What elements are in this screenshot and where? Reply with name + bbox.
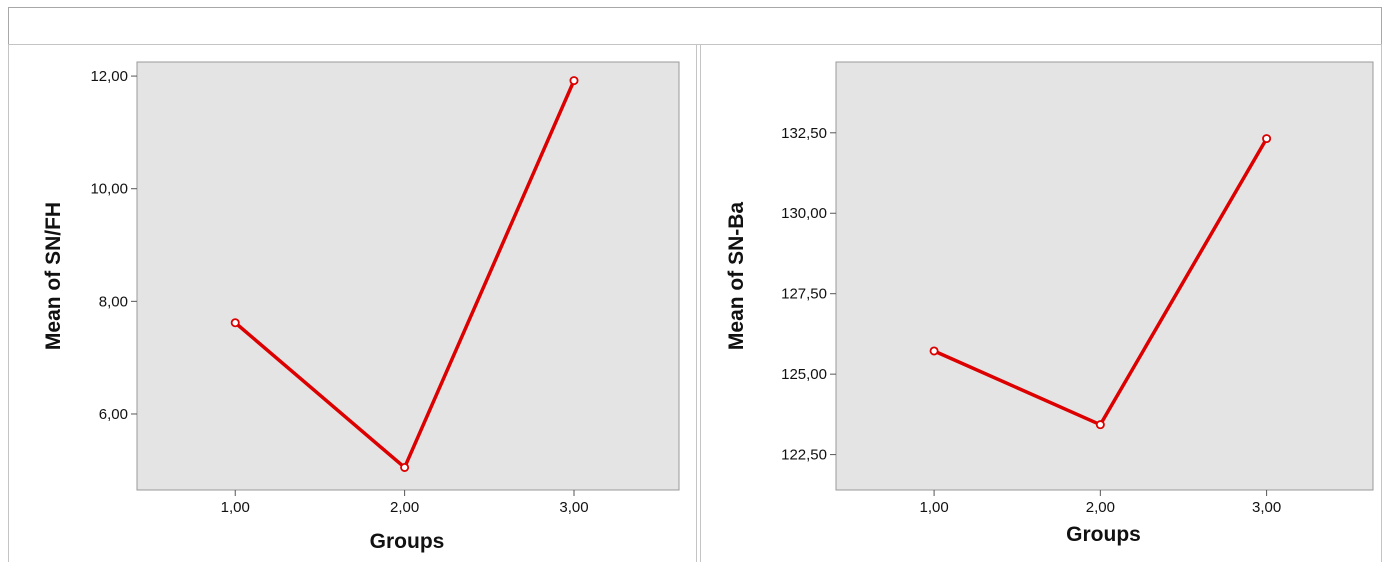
chart-sn-ba: 122,50 125,00 127,50 130,00 132,50 1,00 2,00 3,… bbox=[725, 61, 1374, 546]
x-tick-label: 3,00 bbox=[559, 499, 588, 516]
panel-right-border bbox=[700, 44, 1382, 562]
y-tick-label: 127,50 bbox=[781, 286, 827, 303]
plot-area bbox=[136, 61, 680, 491]
y-tick-label: 8,00 bbox=[99, 293, 128, 310]
y-axis-label: Mean of SN-Ba bbox=[725, 202, 748, 351]
y-tick-label: 12,00 bbox=[90, 68, 128, 85]
data-point bbox=[1095, 420, 1105, 430]
chart-sn-fh: 6,00 8,00 10,00 12,00 1,00 2,00 3,00 Groups Mean… bbox=[42, 61, 680, 553]
x-tick-label: 3,00 bbox=[1252, 499, 1281, 516]
x-tick-label: 1,00 bbox=[221, 499, 250, 516]
data-point bbox=[1262, 134, 1272, 144]
x-axis-label: Groups bbox=[370, 530, 445, 553]
y-tick-label: 132,50 bbox=[781, 125, 827, 142]
data-point bbox=[400, 462, 410, 472]
y-axis-label: Mean of SN/FH bbox=[42, 202, 65, 350]
x-tick-label: 2,00 bbox=[1086, 499, 1115, 516]
y-tick-label: 6,00 bbox=[99, 406, 128, 423]
x-tick-label: 1,00 bbox=[919, 499, 948, 516]
panel-left-border bbox=[8, 44, 697, 562]
data-point bbox=[929, 346, 939, 356]
y-tick-label: 10,00 bbox=[90, 181, 128, 198]
x-axis-label: Groups bbox=[1066, 523, 1141, 546]
data-point bbox=[569, 76, 579, 86]
y-tick-label: 130,00 bbox=[781, 205, 827, 222]
y-tick-label: 125,00 bbox=[781, 366, 827, 383]
data-point bbox=[230, 318, 240, 328]
x-tick-label: 2,00 bbox=[390, 499, 419, 516]
y-tick-label: 122,50 bbox=[781, 447, 827, 464]
